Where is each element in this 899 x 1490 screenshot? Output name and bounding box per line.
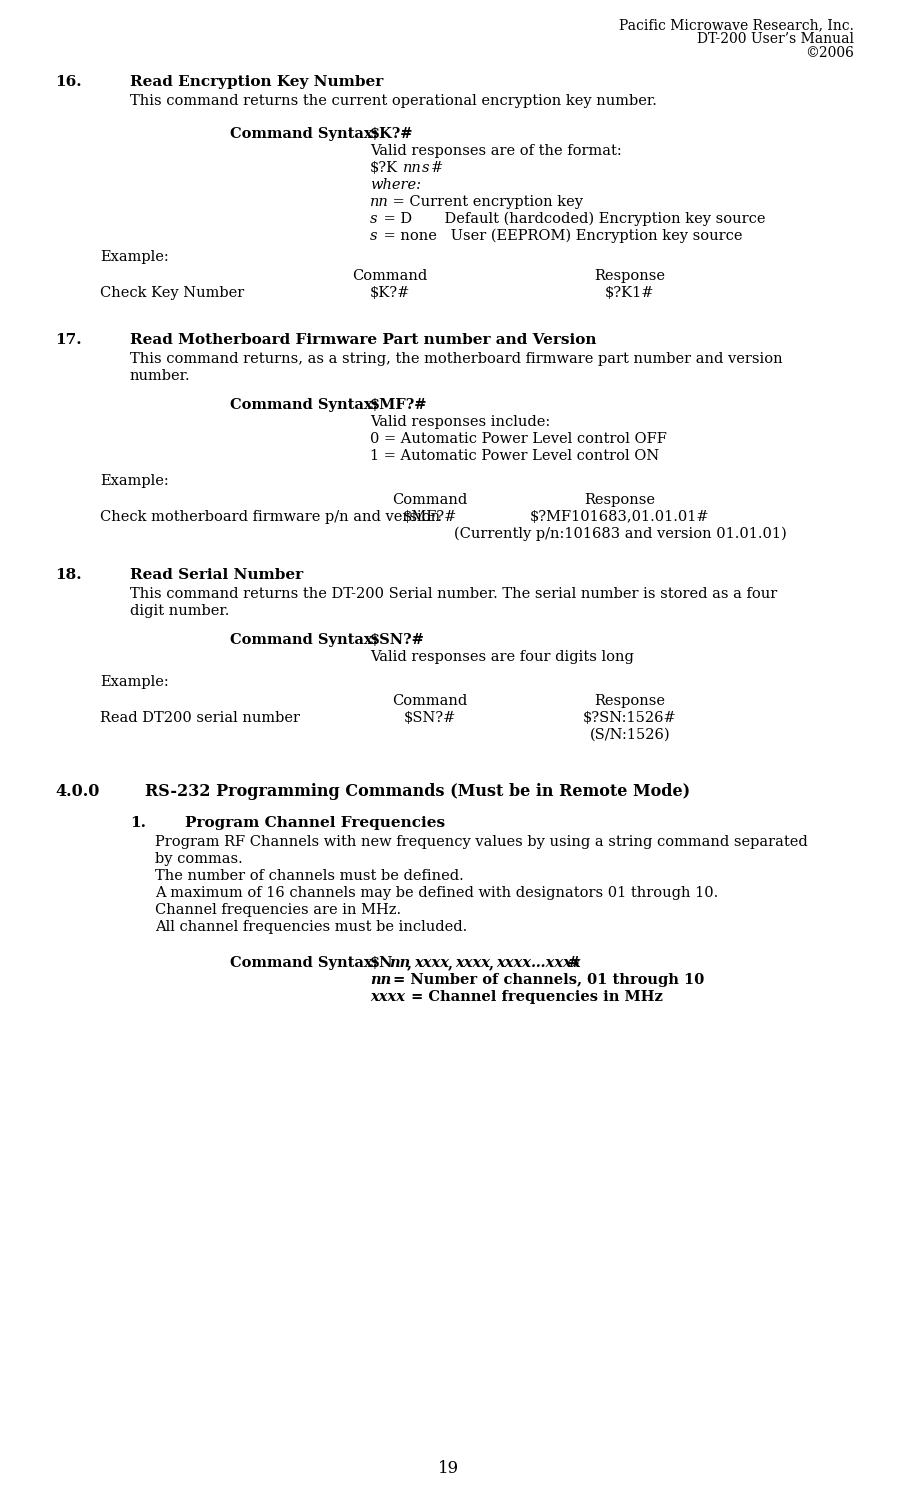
Text: $MF?#: $MF?# xyxy=(370,398,428,413)
Text: by commas.: by commas. xyxy=(155,852,243,866)
Text: Read DT200 serial number: Read DT200 serial number xyxy=(100,711,300,726)
Text: Example:: Example: xyxy=(100,474,169,489)
Text: (S/N:1526): (S/N:1526) xyxy=(590,729,671,742)
Text: Valid responses include:: Valid responses include: xyxy=(370,416,550,429)
Text: Example:: Example: xyxy=(100,675,169,688)
Text: ©2006: ©2006 xyxy=(806,46,854,60)
Text: Command Syntax:: Command Syntax: xyxy=(230,633,378,647)
Text: number.: number. xyxy=(130,370,191,383)
Text: nn: nn xyxy=(389,957,410,970)
Text: s: s xyxy=(370,212,378,226)
Text: Check motherboard firmware p/n and version: Check motherboard firmware p/n and versi… xyxy=(100,510,441,524)
Text: s: s xyxy=(422,161,430,174)
Text: Command: Command xyxy=(352,270,428,283)
Text: #: # xyxy=(568,957,580,970)
Text: This command returns the DT-200 Serial number. The serial number is stored as a : This command returns the DT-200 Serial n… xyxy=(130,587,778,600)
Text: = Current encryption key: = Current encryption key xyxy=(388,195,583,209)
Text: This command returns the current operational encryption key number.: This command returns the current operati… xyxy=(130,94,657,107)
Text: Command: Command xyxy=(392,694,467,708)
Text: ,: , xyxy=(448,957,453,970)
Text: = Number of channels, 01 through 10: = Number of channels, 01 through 10 xyxy=(388,973,704,986)
Text: $?K: $?K xyxy=(370,161,398,174)
Text: xxxx: xxxx xyxy=(455,957,490,970)
Text: Channel frequencies are in MHz.: Channel frequencies are in MHz. xyxy=(155,903,401,916)
Text: s: s xyxy=(370,229,378,243)
Text: 17.: 17. xyxy=(55,332,82,347)
Text: RS-232 Programming Commands (Must be in Remote Mode): RS-232 Programming Commands (Must be in … xyxy=(145,784,690,800)
Text: All channel frequencies must be included.: All channel frequencies must be included… xyxy=(155,919,467,934)
Text: Response: Response xyxy=(594,694,665,708)
Text: where:: where: xyxy=(370,177,421,192)
Text: ,: , xyxy=(489,957,494,970)
Text: $?MF101683,01.01.01#: $?MF101683,01.01.01# xyxy=(530,510,710,524)
Text: 18.: 18. xyxy=(55,568,82,583)
Text: This command returns, as a string, the motherboard firmware part number and vers: This command returns, as a string, the m… xyxy=(130,352,783,367)
Text: 16.: 16. xyxy=(55,74,82,89)
Text: nn: nn xyxy=(370,973,391,986)
Text: xxxx…xxxx: xxxx…xxxx xyxy=(496,957,581,970)
Text: Program Channel Frequencies: Program Channel Frequencies xyxy=(185,817,445,830)
Text: = none   User (EEPROM) Encryption key source: = none User (EEPROM) Encryption key sour… xyxy=(379,229,743,243)
Text: (Currently p/n:101683 and version 01.01.01): (Currently p/n:101683 and version 01.01.… xyxy=(454,527,787,541)
Text: DT-200 User’s Manual: DT-200 User’s Manual xyxy=(697,31,854,46)
Text: Read Encryption Key Number: Read Encryption Key Number xyxy=(130,74,383,89)
Text: Example:: Example: xyxy=(100,250,169,264)
Text: 1 = Automatic Power Level control ON: 1 = Automatic Power Level control ON xyxy=(370,448,659,463)
Text: nn: nn xyxy=(403,161,422,174)
Text: Command: Command xyxy=(392,493,467,507)
Text: $K?#: $K?# xyxy=(369,286,410,299)
Text: Pacific Microwave Research, Inc.: Pacific Microwave Research, Inc. xyxy=(619,18,854,31)
Text: $?K1#: $?K1# xyxy=(605,286,654,299)
Text: digit number.: digit number. xyxy=(130,603,229,618)
Text: A maximum of 16 channels may be defined with designators 01 through 10.: A maximum of 16 channels may be defined … xyxy=(155,887,718,900)
Text: Valid responses are of the format:: Valid responses are of the format: xyxy=(370,145,622,158)
Text: Response: Response xyxy=(584,493,655,507)
Text: xxxx: xxxx xyxy=(414,957,449,970)
Text: Program RF Channels with new frequency values by using a string command separate: Program RF Channels with new frequency v… xyxy=(155,834,807,849)
Text: $K?#: $K?# xyxy=(370,127,414,142)
Text: $?SN:1526#: $?SN:1526# xyxy=(583,711,677,726)
Text: $N: $N xyxy=(370,957,394,970)
Text: Command Syntax:: Command Syntax: xyxy=(230,957,378,970)
Text: $SN?#: $SN?# xyxy=(370,633,425,647)
Text: nn: nn xyxy=(370,195,388,209)
Text: #: # xyxy=(431,161,443,174)
Text: Read Motherboard Firmware Part number and Version: Read Motherboard Firmware Part number an… xyxy=(130,332,597,347)
Text: Command Syntax:: Command Syntax: xyxy=(230,398,378,413)
Text: Command Syntax:: Command Syntax: xyxy=(230,127,378,142)
Text: The number of channels must be defined.: The number of channels must be defined. xyxy=(155,869,464,884)
Text: 1.: 1. xyxy=(130,817,146,830)
Text: 19: 19 xyxy=(439,1460,459,1477)
Text: = D       Default (hardcoded) Encryption key source: = D Default (hardcoded) Encryption key s… xyxy=(379,212,766,226)
Text: ,: , xyxy=(407,957,412,970)
Text: 0 = Automatic Power Level control OFF: 0 = Automatic Power Level control OFF xyxy=(370,432,667,446)
Text: xxxx: xxxx xyxy=(370,989,405,1004)
Text: Valid responses are four digits long: Valid responses are four digits long xyxy=(370,650,634,665)
Text: Response: Response xyxy=(594,270,665,283)
Text: $MF?#: $MF?# xyxy=(403,510,458,524)
Text: Read Serial Number: Read Serial Number xyxy=(130,568,303,583)
Text: Check Key Number: Check Key Number xyxy=(100,286,245,299)
Text: = Channel frequencies in MHz: = Channel frequencies in MHz xyxy=(406,989,663,1004)
Text: $SN?#: $SN?# xyxy=(404,711,456,726)
Text: 4.0.0: 4.0.0 xyxy=(55,784,100,800)
